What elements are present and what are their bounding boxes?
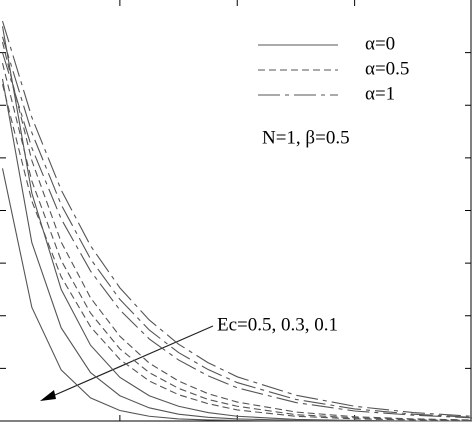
legend-label: α=1 [365, 83, 395, 104]
curve [1, 63, 473, 422]
curve [1, 41, 473, 421]
curve [1, 84, 473, 422]
legend-label: α=0 [365, 33, 395, 54]
curve [1, 168, 472, 422]
ec-annotation: Ec=0.5, 0.3, 0.1 [217, 314, 338, 335]
curve [1, 20, 473, 417]
curve [1, 78, 472, 422]
legend-label: α=0.5 [365, 58, 409, 79]
parameter-note: N=1, β=0.5 [262, 127, 350, 148]
annotation-arrow [47, 325, 214, 399]
curve [1, 36, 473, 418]
arrow-head [40, 390, 56, 401]
curve [1, 26, 472, 422]
curve [1, 52, 473, 419]
